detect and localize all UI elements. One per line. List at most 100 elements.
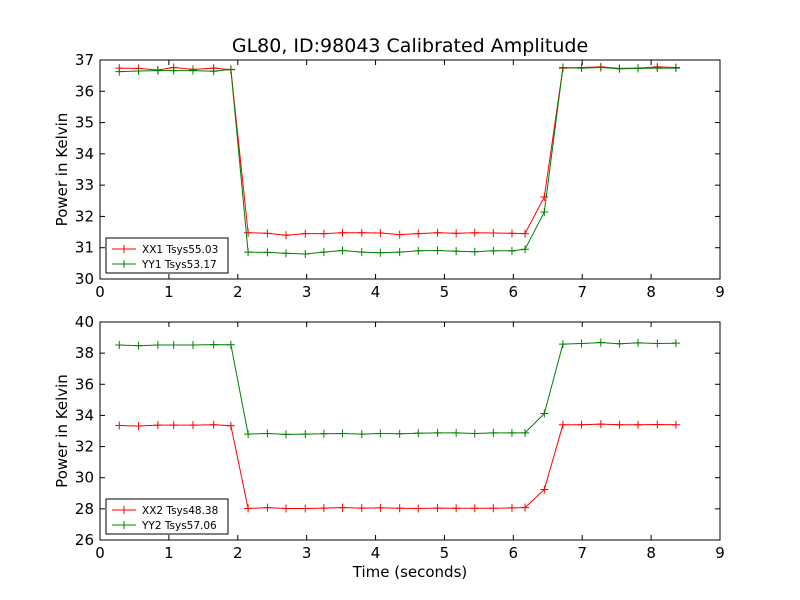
panel-1-y-tick-label: 31 — [75, 239, 94, 257]
panel-1-legend-marker-2 — [120, 260, 128, 268]
panel-1-series-2-point — [433, 246, 442, 255]
x-axis-label: Time (seconds) — [352, 563, 468, 581]
panel-2-series-2-point — [134, 341, 143, 350]
chart-title: GL80, ID:98043 Calibrated Amplitude — [232, 35, 588, 57]
panel-2-axes-frame — [99, 321, 721, 541]
panel-1-series-2-point — [414, 246, 423, 255]
panel-2-series-1-point — [671, 420, 680, 429]
panel-1-series-2-point — [282, 249, 290, 258]
panel-1-x-tick-label: 1 — [164, 283, 174, 301]
panel-2-legend-marker-1 — [120, 506, 128, 514]
panel-2-y-tick-label: 30 — [75, 469, 94, 487]
panel-1-series-2-point — [507, 246, 516, 255]
panel-2-series-1-point — [319, 504, 328, 513]
panel-2-series-1-point — [489, 504, 498, 513]
panel-1-x-tick-label: 5 — [440, 283, 450, 301]
panel-2-series-1-point — [615, 420, 624, 429]
panel-2-series-2-point — [301, 430, 310, 439]
panel-1-series-2-point — [376, 248, 385, 257]
panel-2-x-tick-label: 8 — [646, 544, 656, 562]
panel-1-x-tick-label: 6 — [509, 283, 519, 301]
panel-1-series-1-point — [433, 228, 442, 237]
panel-2-series-1-point — [357, 504, 366, 513]
panel-1-series-2-point — [301, 249, 310, 258]
panel-2-series-2-point — [596, 338, 605, 347]
panel-1-series-2-point — [634, 64, 643, 73]
panel-1-series-2-point — [153, 66, 162, 75]
panel-1-series-1-point — [301, 229, 310, 238]
panel-1-x-tick-label: 3 — [302, 283, 312, 301]
panel-2-series-1-point — [301, 504, 310, 513]
panel-2-series-2-point — [577, 339, 586, 348]
panel-2-series-1-point — [653, 420, 662, 429]
panel-1-series-2-point — [263, 248, 272, 257]
panel-2-series-2-point — [319, 429, 328, 438]
panel-2-series-1-point — [433, 504, 442, 513]
panel-1-series-1-point — [521, 229, 530, 238]
panel-1-series-1-point — [540, 193, 549, 202]
panel-1-y-tick-label: 30 — [75, 270, 94, 288]
panel-2-x-tick-label: 7 — [577, 544, 587, 562]
panel-1-series-2-point — [357, 248, 366, 257]
panel-2-series-2-point — [507, 428, 516, 437]
panel-2-series-2-point — [470, 429, 479, 438]
panel-2-series-1-point — [209, 420, 218, 429]
panel-1-legend-marker-1 — [120, 245, 128, 253]
panel-2-series-2-point — [395, 429, 404, 438]
panel-1-series-2-point — [226, 65, 235, 74]
panel-2-series-1-point — [282, 504, 290, 513]
panel-1-series-2-point — [189, 66, 197, 75]
panel-2-y-tick-label: 40 — [75, 313, 94, 331]
panel-2-x-tick-label: 9 — [715, 544, 725, 562]
panel-2-series-2-point — [489, 428, 498, 437]
panel-1-legend-label-1: XX1 Tsys55.03 — [142, 244, 218, 256]
panel-1-legend-box — [105, 237, 229, 274]
panel-1-series-2-point — [540, 208, 549, 217]
panel-2-series-2-point — [671, 339, 680, 348]
panel-2-y-tick-label: 38 — [75, 344, 94, 362]
panel-1-y-tick-label: 37 — [75, 51, 94, 69]
panel-1-series-2-point — [134, 66, 143, 75]
panel-1-y-tick-label: 32 — [75, 207, 94, 225]
panel-1-series-2-point — [209, 67, 218, 76]
panel-1-series-1-point — [395, 230, 404, 239]
panel-1-x-tick-label: 9 — [715, 283, 725, 301]
panel-2-series-1-point — [596, 420, 605, 429]
panel-2-series-1-point — [452, 504, 461, 513]
panel-2-series-1-point — [115, 421, 124, 430]
panel-1-series-2-point — [615, 64, 624, 73]
panel-2-legend-label-2: YY2 Tsys57.06 — [141, 520, 217, 532]
panel-1-y-tick-label: 34 — [75, 145, 94, 163]
panel-2-x-tick-label: 6 — [509, 544, 519, 562]
panel-2-series-1-point — [414, 504, 423, 513]
panel-1-series-2-point — [169, 66, 178, 75]
panel-2-series-2-point — [376, 429, 385, 438]
panel-1-series-1-point — [319, 229, 328, 238]
panel-1-series-1-point — [357, 228, 366, 237]
panel-2-series-2-point — [244, 430, 253, 439]
panel-1-x-tick-label: 8 — [646, 283, 656, 301]
panel-1-x-tick-label: 0 — [95, 283, 105, 301]
panel-2-y-tick-label: 28 — [75, 500, 94, 518]
panel-2-x-tick-label: 2 — [233, 544, 243, 562]
panel-1-series-2-point — [319, 248, 328, 257]
panel-2-series-1-point — [540, 485, 549, 494]
panel-1-series-2-point — [671, 64, 680, 73]
panel-2-y-axis-label: Power in Kelvin — [53, 374, 71, 488]
panel-1-series-1-point — [338, 228, 347, 237]
panel-1-series-1-point — [282, 231, 290, 240]
panel-2-y-tick-label: 36 — [75, 375, 94, 393]
panel-2-series-2-point — [540, 409, 549, 418]
panel-2-series-2-point — [634, 338, 643, 347]
panel-2-series-1-point — [577, 420, 586, 429]
panel-2-legend-box — [105, 498, 229, 535]
panel-2-x-tick-label: 5 — [440, 544, 450, 562]
panel-2-x-tick-label: 1 — [164, 544, 174, 562]
panel-1-series-2-point — [115, 67, 124, 76]
panel-2-series-1-point — [226, 421, 235, 430]
panel-1-series-1-point — [470, 228, 479, 237]
panel-2-series-2-point — [169, 341, 178, 350]
